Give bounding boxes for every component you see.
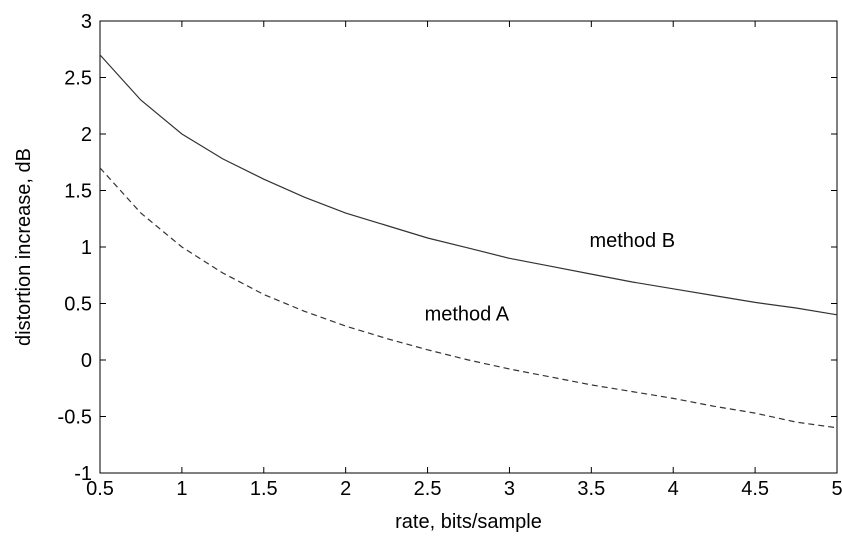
- x-tick-label: 2.5: [414, 478, 442, 500]
- x-tick-label: 1: [176, 478, 187, 500]
- x-tick-label: 3: [504, 478, 515, 500]
- y-tick-label: 0.5: [64, 294, 92, 316]
- y-tick-label: 2.5: [64, 68, 92, 90]
- y-tick-label: 2: [81, 124, 92, 146]
- series-method-b: [99, 54, 838, 316]
- y-tick-label: -1: [74, 463, 92, 485]
- x-tick-label: 3.5: [577, 478, 605, 500]
- y-tick-label: 0: [81, 350, 92, 372]
- annotation-method-b: method B: [589, 230, 675, 252]
- y-axis-label: distortion increase, dB: [13, 148, 35, 346]
- series-lines: [99, 54, 838, 429]
- x-axis-label: rate, bits/sample: [395, 511, 542, 533]
- annotations: method B method A: [425, 230, 675, 325]
- x-tick-label: 2: [340, 478, 351, 500]
- y-tick-label: 1.5: [64, 181, 92, 203]
- annotation-method-a: method A: [425, 304, 510, 326]
- tick-labels: 0.5 1 1.5 2 2.5 3 3.5 4 4.5 5 -1 -0.5 0 0.5 1 1.5 2 2.5 3: [58, 11, 842, 500]
- tick-marks: [99, 20, 838, 474]
- x-tick-label: 5: [831, 478, 842, 500]
- x-tick-label: 1.5: [250, 478, 278, 500]
- y-tick-label: 3: [81, 11, 92, 33]
- x-tick-label: 0.5: [86, 478, 114, 500]
- y-tick-label: 1: [81, 237, 92, 259]
- axes-frame: [99, 20, 838, 474]
- y-tick-label: -0.5: [58, 407, 92, 429]
- series-method-a: [99, 167, 838, 429]
- plot-area: [99, 20, 838, 474]
- x-tick-label: 4.5: [741, 478, 769, 500]
- x-tick-label: 4: [668, 478, 679, 500]
